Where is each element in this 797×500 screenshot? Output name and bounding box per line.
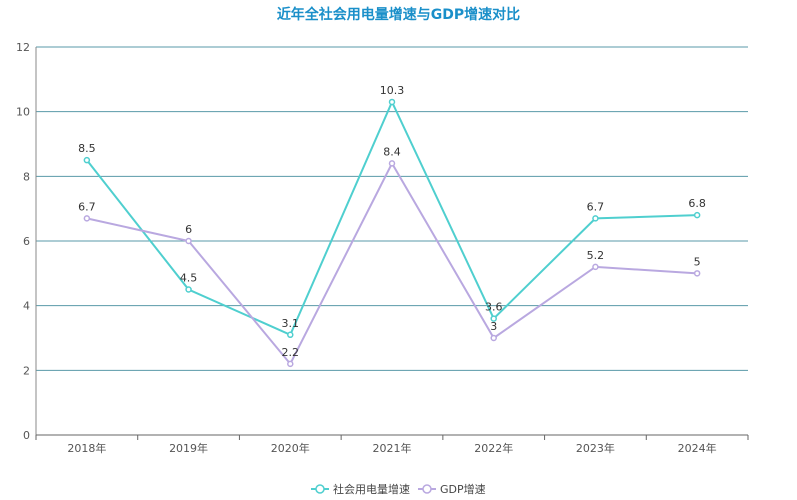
data-point xyxy=(287,331,294,339)
data-label: 5 xyxy=(694,255,701,268)
data-label: 8.4 xyxy=(383,145,401,158)
data-label: 6.7 xyxy=(78,200,96,213)
data-point xyxy=(490,334,497,342)
data-point xyxy=(592,215,599,222)
data-label: 8.5 xyxy=(78,142,96,155)
legend-label: GDP增速 xyxy=(440,482,486,496)
data-point xyxy=(592,263,599,271)
y-tick-label: 8 xyxy=(23,170,30,183)
chart-title: 近年全社会用电量增速与GDP增速对比 xyxy=(276,7,521,23)
data-label: 5.2 xyxy=(587,249,605,262)
data-point xyxy=(693,270,701,277)
data-label: 3 xyxy=(490,320,497,333)
y-tick-label: 2 xyxy=(23,364,30,377)
data-point xyxy=(83,215,91,222)
data-point xyxy=(185,237,192,245)
series-line xyxy=(86,99,698,337)
data-label: 6.7 xyxy=(587,200,605,213)
data-point xyxy=(388,160,396,167)
data-label: 10.3 xyxy=(380,84,405,97)
y-tick-label: 6 xyxy=(23,235,30,248)
data-label: 6 xyxy=(185,223,192,236)
x-tick-label: 2018年 xyxy=(67,441,106,455)
y-tick-label: 10 xyxy=(16,106,30,119)
data-point xyxy=(490,315,497,322)
x-tick-label: 2019年 xyxy=(169,441,208,455)
data-point xyxy=(185,286,192,293)
x-tick-label: 2024年 xyxy=(678,441,717,455)
data-point xyxy=(693,211,701,219)
x-tick-label: 2021年 xyxy=(373,441,412,455)
data-label: 2.2 xyxy=(282,346,300,359)
legend-marker xyxy=(422,484,432,494)
legend-label: 社会用电量增速 xyxy=(333,482,410,496)
data-point xyxy=(287,360,294,368)
data-point xyxy=(388,98,396,106)
y-tick-label: 12 xyxy=(16,41,30,54)
data-label: 6.8 xyxy=(688,197,706,210)
x-tick-label: 2023年 xyxy=(576,441,615,455)
y-tick-label: 4 xyxy=(23,300,30,313)
data-label: 4.5 xyxy=(180,272,198,285)
x-tick-label: 2022年 xyxy=(474,441,513,455)
series-line xyxy=(86,161,698,366)
data-label: 3.6 xyxy=(485,301,503,314)
data-label: 3.1 xyxy=(282,317,300,330)
y-tick-label: 0 xyxy=(23,429,30,442)
legend-marker xyxy=(315,484,325,494)
data-point xyxy=(83,156,91,164)
x-tick-label: 2020年 xyxy=(271,441,310,455)
